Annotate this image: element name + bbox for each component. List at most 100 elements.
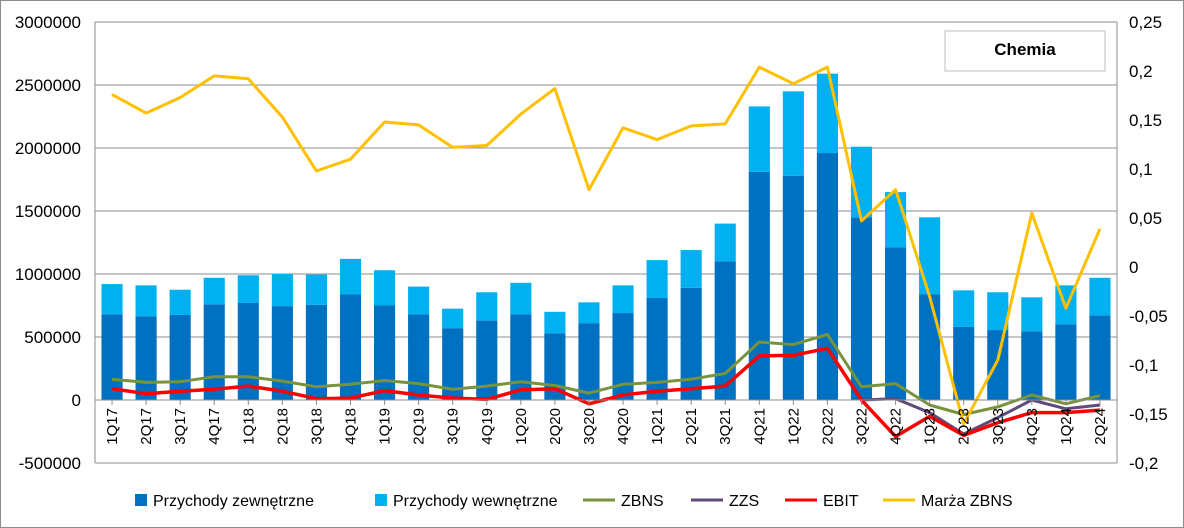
- bar-przychody-zewnetrzne: [612, 313, 634, 400]
- y-right-tick-label: 0,05: [1129, 209, 1162, 228]
- x-tick-label: 4Q21: [751, 408, 768, 445]
- bar-przychody-wewnetrzne: [953, 290, 975, 327]
- y-left-tick-label: 0: [72, 391, 81, 410]
- x-tick-label: 2Q20: [547, 408, 564, 445]
- x-tick-label: 4Q19: [479, 408, 496, 445]
- x-tick-label: 4Q20: [615, 408, 632, 445]
- chart-title: Chemia: [994, 40, 1056, 59]
- legend-label: Przychody zewnętrzne: [153, 493, 314, 510]
- bar-przychody-wewnetrzne: [169, 289, 191, 315]
- legend-swatch: [135, 494, 147, 506]
- bar-przychody-wewnetrzne: [101, 284, 123, 315]
- bar-przychody-zewnetrzne: [510, 314, 532, 400]
- bar-przychody-zewnetrzne: [816, 153, 838, 400]
- bar-przychody-zewnetrzne: [919, 294, 941, 400]
- bar-przychody-zewnetrzne: [578, 323, 600, 400]
- bar-przychody-wewnetrzne: [203, 277, 225, 305]
- bar-przychody-wewnetrzne: [987, 292, 1009, 331]
- y-right-tick-label: 0,15: [1129, 111, 1162, 130]
- y-right-tick-label: -0,1: [1129, 356, 1158, 375]
- x-tick-label: 1Q18: [240, 408, 257, 445]
- bar-przychody-zewnetrzne: [203, 304, 225, 400]
- legend-label: ZZS: [729, 493, 759, 510]
- bar-przychody-wewnetrzne: [374, 270, 396, 306]
- bar-przychody-wewnetrzne: [408, 286, 430, 315]
- bar-przychody-wewnetrzne: [510, 282, 532, 315]
- x-tick-label: 2Q19: [411, 408, 428, 445]
- bar-przychody-zewnetrzne: [169, 314, 191, 400]
- bar-przychody-zewnetrzne: [850, 217, 873, 400]
- line-zzs: [861, 397, 1101, 436]
- x-tick-label: 3Q18: [308, 408, 325, 445]
- legend-label: ZBNS: [621, 493, 664, 510]
- x-tick-label: 1Q23: [922, 408, 939, 445]
- bar-przychody-zewnetrzne: [339, 294, 362, 400]
- y-right-tick-label: 0,1: [1129, 160, 1153, 179]
- bar-przychody-zewnetrzne: [374, 305, 396, 400]
- x-tick-label: 2Q17: [138, 408, 155, 445]
- bar-przychody-wewnetrzne: [271, 274, 293, 307]
- y-right-tick-label: 0,25: [1129, 13, 1162, 32]
- x-tick-label: 4Q23: [1024, 408, 1041, 445]
- x-tick-label: 4Q18: [343, 408, 360, 445]
- y-right-tick-label: -0,05: [1129, 307, 1168, 326]
- x-tick-label: 2Q21: [683, 408, 700, 445]
- y-left-tick-label: 500000: [24, 328, 81, 347]
- y-left-tick-label: 2000000: [15, 139, 81, 158]
- bar-przychody-zewnetrzne: [680, 287, 702, 400]
- x-tick-label: 3Q19: [445, 408, 462, 445]
- bar-przychody-zewnetrzne: [408, 314, 430, 400]
- x-tick-label: 1Q22: [785, 408, 802, 445]
- bar-przychody-zewnetrzne: [782, 175, 804, 400]
- bar-przychody-zewnetrzne: [748, 171, 770, 400]
- bar-przychody-wewnetrzne: [714, 223, 736, 262]
- y-left-tick-label: 3000000: [15, 13, 81, 32]
- chart-title-box: Chemia: [944, 30, 1106, 72]
- y-left-tick-label: 1500000: [15, 202, 81, 221]
- bar-przychody-wewnetrzne: [339, 258, 362, 295]
- y-right-tick-label: 0: [1129, 258, 1138, 277]
- line-marza-zbns: [111, 65, 1102, 426]
- x-tick-label: 3Q23: [990, 408, 1007, 445]
- x-tick-label: 3Q17: [172, 408, 189, 445]
- bar-przychody-wewnetrzne: [748, 106, 770, 172]
- bar-przychody-wewnetrzne: [237, 275, 259, 303]
- y-left-tick-label: 2500000: [15, 76, 81, 95]
- bar-przychody-zewnetrzne: [953, 326, 975, 400]
- bar-przychody-wewnetrzne: [1021, 297, 1043, 332]
- legend: Przychody zewnętrzne Przychody wewnętrzne…: [135, 493, 1013, 510]
- bar-przychody-wewnetrzne: [135, 285, 157, 317]
- x-tick-label: 2Q23: [956, 408, 973, 445]
- y-right-tick-label: -0,15: [1129, 405, 1168, 424]
- bar-przychody-wewnetrzne: [578, 302, 600, 324]
- line-series: [111, 65, 1102, 439]
- x-tick-label: 3Q21: [717, 408, 734, 445]
- bar-przychody-zewnetrzne: [1021, 331, 1043, 400]
- x-tick-label: 1Q24: [1058, 408, 1075, 445]
- x-tick-label: 1Q19: [377, 408, 394, 445]
- bar-przychody-wewnetrzne: [612, 285, 634, 314]
- bar-przychody-wewnetrzne: [646, 260, 668, 298]
- bar-przychody-zewnetrzne: [646, 297, 668, 400]
- bar-przychody-wewnetrzne: [680, 250, 702, 288]
- bar-przychody-zewnetrzne: [305, 304, 327, 400]
- bar-przychody-zewnetrzne: [714, 261, 736, 400]
- x-tick-label: 4Q22: [888, 408, 905, 445]
- bar-series: [101, 73, 1111, 400]
- bar-przychody-zewnetrzne: [1089, 315, 1111, 400]
- bar-przychody-zewnetrzne: [101, 314, 123, 400]
- x-tick-label: 2Q24: [1092, 408, 1109, 445]
- bar-przychody-wewnetrzne: [816, 73, 838, 154]
- bar-przychody-zewnetrzne: [987, 330, 1009, 400]
- y-right-tick-label: -0,2: [1129, 454, 1158, 473]
- x-tick-label: 1Q20: [513, 408, 530, 445]
- bar-przychody-wewnetrzne: [782, 91, 804, 176]
- legend-swatch: [375, 494, 387, 506]
- legend-label: EBIT: [823, 493, 859, 510]
- legend-label: Marża ZBNS: [921, 493, 1013, 510]
- bar-przychody-wewnetrzne: [305, 274, 327, 305]
- legend-label: Przychody wewnętrzne: [393, 493, 558, 510]
- x-tick-label: 2Q18: [274, 408, 291, 445]
